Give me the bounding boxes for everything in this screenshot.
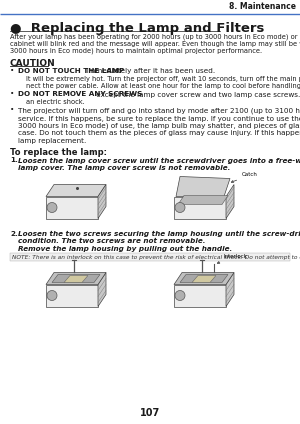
Polygon shape xyxy=(180,274,228,282)
Text: nect the power cable. Allow at least one hour for the lamp to cool before handli: nect the power cable. Allow at least one… xyxy=(26,83,300,89)
Polygon shape xyxy=(98,184,106,218)
Text: It will be extremely hot. Turn the projector off, wait 10 seconds, turn off the : It will be extremely hot. Turn the proje… xyxy=(26,75,300,81)
Text: After your lamp has been operating for 2000 hours (up to 3000 hours in Eco mode): After your lamp has been operating for 2… xyxy=(10,33,300,39)
Text: 107: 107 xyxy=(140,408,160,418)
Text: 3000 hours in Eco mode) of use, the lamp bulb may shatter, and pieces of glass m: 3000 hours in Eco mode) of use, the lamp… xyxy=(18,123,300,129)
Polygon shape xyxy=(46,285,98,307)
Text: ●  Replacing the Lamp and Filters: ● Replacing the Lamp and Filters xyxy=(10,22,264,35)
Text: lamp replacement.: lamp replacement. xyxy=(18,137,86,143)
Polygon shape xyxy=(46,184,106,196)
Text: 2.: 2. xyxy=(10,231,18,237)
Polygon shape xyxy=(192,276,216,282)
Text: The projector will turn off and go into stand by mode after 2100 (up to 3100 hou: The projector will turn off and go into … xyxy=(18,108,300,114)
Text: Loosen the lamp cover screw until the screwdriver goes into a free-wheeling cond: Loosen the lamp cover screw until the sc… xyxy=(18,157,300,164)
Text: 3000 hours in Eco mode) hours to maintain optimal projector performance.: 3000 hours in Eco mode) hours to maintai… xyxy=(10,48,262,55)
Text: 8. Maintenance: 8. Maintenance xyxy=(229,2,296,11)
Circle shape xyxy=(47,203,57,212)
Text: To replace the lamp:: To replace the lamp: xyxy=(10,148,107,157)
Text: except the lamp cover screw and two lamp case screws. You could receive: except the lamp cover screw and two lamp… xyxy=(94,92,300,98)
Circle shape xyxy=(175,203,185,212)
Text: condition. The two screws are not removable.: condition. The two screws are not remova… xyxy=(18,238,206,244)
Polygon shape xyxy=(98,273,106,307)
FancyBboxPatch shape xyxy=(10,253,290,261)
Text: an electric shock.: an electric shock. xyxy=(26,99,85,105)
Text: Remove the lamp housing by pulling out the handle.: Remove the lamp housing by pulling out t… xyxy=(18,245,232,251)
Text: Catch: Catch xyxy=(231,173,258,182)
Text: DO NOT REMOVE ANY SCREWS: DO NOT REMOVE ANY SCREWS xyxy=(18,92,142,98)
Polygon shape xyxy=(174,196,226,218)
Circle shape xyxy=(47,290,57,301)
Polygon shape xyxy=(226,184,234,218)
Text: cabinet will blink red and the message will appear. Even though the lamp may sti: cabinet will blink red and the message w… xyxy=(10,41,300,47)
Text: •: • xyxy=(10,68,14,74)
Text: case. Do not touch them as the pieces of glass may cause injury. If this happens: case. Do not touch them as the pieces of… xyxy=(18,130,300,136)
Text: DO NOT TOUCH THE LAMP: DO NOT TOUCH THE LAMP xyxy=(18,68,124,74)
Text: service. If this happens, be sure to replace the lamp. If you continue to use th: service. If this happens, be sure to rep… xyxy=(18,115,300,122)
Text: •: • xyxy=(10,92,14,98)
Text: lamp cover. The lamp cover screw is not removable.: lamp cover. The lamp cover screw is not … xyxy=(18,165,230,171)
Text: •: • xyxy=(10,108,14,114)
Polygon shape xyxy=(176,176,230,196)
Polygon shape xyxy=(52,274,100,282)
Text: Loosen the two screws securing the lamp housing until the screw-driver goes into: Loosen the two screws securing the lamp … xyxy=(18,231,300,237)
Polygon shape xyxy=(174,273,234,285)
Circle shape xyxy=(175,290,185,301)
Text: 1.: 1. xyxy=(10,157,18,164)
Text: immediately after it has been used.: immediately after it has been used. xyxy=(84,68,215,74)
Text: CAUTION: CAUTION xyxy=(10,59,56,67)
Polygon shape xyxy=(46,273,106,285)
Polygon shape xyxy=(64,276,88,282)
Polygon shape xyxy=(174,285,226,307)
Polygon shape xyxy=(226,273,234,307)
Polygon shape xyxy=(46,196,98,218)
Text: Interlock: Interlock xyxy=(217,254,248,263)
Text: NOTE: There is an interlock on this case to prevent the risk of electrical shock: NOTE: There is an interlock on this case… xyxy=(12,254,300,259)
Polygon shape xyxy=(178,195,228,204)
